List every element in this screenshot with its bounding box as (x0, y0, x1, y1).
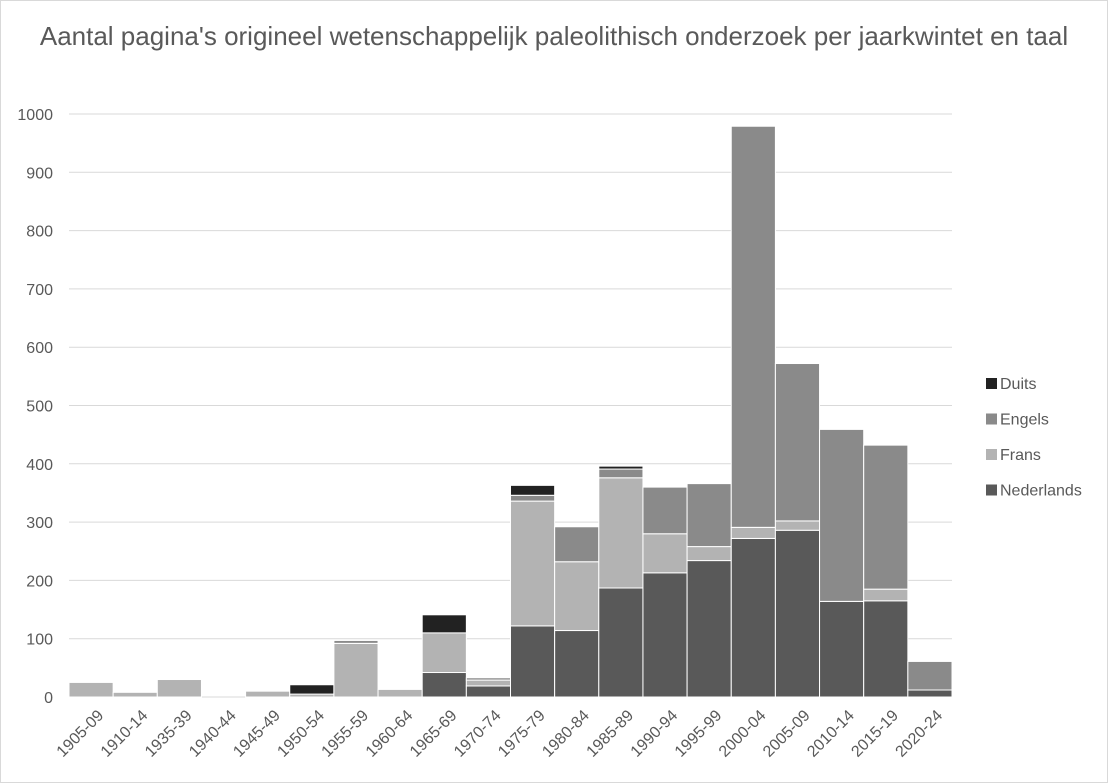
x-tick-label: 1955-59 (319, 707, 373, 761)
bar-frans-2015-19 (863, 588, 909, 602)
x-tick-label: 2000-04 (716, 707, 770, 761)
bar-frans-1970-74 (465, 679, 512, 687)
x-tick-label: 1995-99 (672, 707, 726, 761)
x-tick-label: 2015-19 (848, 707, 902, 761)
bar-frans-2000-04 (730, 526, 776, 539)
bar-engels-1995-99 (686, 483, 732, 548)
bar-nederlands-1995-99 (686, 560, 732, 698)
bar-frans-1965-69 (421, 632, 467, 674)
bar-frans-1985-89 (598, 477, 644, 589)
x-axis-ticks: 1905-091910-141935-391940-441945-491950-… (54, 707, 946, 761)
bar-nederlands-2000-04 (730, 537, 776, 698)
y-tick-label: 900 (26, 165, 53, 182)
bar-nederlands-1975-79 (510, 625, 556, 698)
bar-frans-1955-59 (333, 642, 379, 698)
bars (68, 125, 953, 698)
x-tick-label: 1905-09 (54, 707, 108, 761)
bar-engels-2000-04 (730, 125, 776, 528)
y-tick-label: 0 (44, 690, 53, 707)
legend-swatch-engels (986, 413, 997, 425)
x-tick-label: 1975-79 (495, 707, 549, 761)
bar-duits-1985-89 (598, 465, 644, 470)
legend-label-engels: Engels (1000, 412, 1049, 429)
bar-frans-2005-09 (774, 520, 821, 531)
x-tick-label: 2005-09 (760, 707, 814, 761)
bar-frans-1945-49 (245, 690, 291, 698)
bar-duits-1975-79 (510, 484, 556, 496)
y-tick-label: 800 (26, 224, 53, 241)
bar-frans-1905-09 (68, 681, 114, 698)
y-tick-label: 600 (26, 340, 53, 357)
legend-label-duits: Duits (1000, 376, 1036, 393)
y-tick-label: 300 (26, 515, 53, 532)
y-tick-label: 400 (26, 457, 53, 474)
bar-frans-1935-39 (156, 679, 202, 698)
bar-nederlands-2005-09 (774, 529, 821, 698)
bar-frans-1990-94 (642, 533, 688, 574)
legend-label-nederlands: Nederlands (1000, 483, 1082, 500)
bar-nederlands-1985-89 (598, 587, 644, 698)
bar-engels-2015-19 (863, 444, 909, 590)
bar-nederlands-2010-14 (819, 600, 865, 698)
x-tick-label: 1970-74 (451, 707, 505, 761)
legend-swatch-nederlands (986, 484, 997, 496)
x-tick-label: 1985-89 (584, 707, 638, 761)
x-tick-label: 1980-84 (539, 707, 593, 761)
bar-engels-2005-09 (774, 363, 821, 522)
y-tick-label: 700 (26, 282, 53, 299)
bar-engels-1990-94 (642, 486, 688, 535)
bar-engels-1975-79 (510, 494, 556, 502)
bar-nederlands-1980-84 (554, 630, 600, 698)
bar-nederlands-1990-94 (642, 572, 688, 698)
y-tick-label: 200 (26, 573, 53, 590)
bar-duits-1965-69 (421, 614, 467, 634)
x-tick-label: 1940-44 (186, 707, 240, 761)
x-tick-label: 1945-49 (230, 707, 284, 761)
x-tick-label: 1965-69 (407, 707, 461, 761)
bar-nederlands-2015-19 (863, 600, 909, 698)
y-tick-label: 1000 (17, 107, 53, 124)
y-axis-ticks: 0 100 200 300 400 500 600 700 800 900 1000 (17, 107, 53, 707)
bar-engels-1985-89 (598, 468, 644, 479)
bar-nederlands-1970-74 (465, 685, 512, 698)
y-tick-label: 100 (26, 632, 53, 649)
x-tick-label: 2010-14 (804, 707, 858, 761)
x-tick-label: 1910-14 (98, 707, 152, 761)
bar-engels-1955-59 (333, 639, 379, 644)
y-tick-label: 500 (26, 399, 53, 416)
x-tick-label: 2020-24 (893, 707, 947, 761)
x-tick-label: 1950-54 (274, 707, 328, 761)
bar-frans-1910-14 (112, 691, 158, 698)
legend: Duits Engels Frans Nederlands (986, 376, 1082, 500)
bar-frans-1980-84 (554, 561, 600, 632)
bar-engels-2010-14 (819, 428, 865, 602)
bar-frans-1995-99 (686, 546, 732, 562)
bar-engels-1970-74 (465, 677, 512, 681)
bar-frans-1960-64 (377, 688, 423, 698)
legend-swatch-frans (986, 449, 997, 460)
legend-label-frans: Frans (1000, 447, 1041, 464)
bar-nederlands-2020-24 (907, 689, 953, 698)
bar-duits-1950-54 (289, 684, 335, 695)
bar-engels-2020-24 (907, 660, 953, 691)
x-tick-label: 1935-39 (142, 707, 196, 761)
bar-engels-1980-84 (554, 526, 600, 563)
chart-title: Aantal pagina's origineel wetenschappeli… (39, 21, 1069, 51)
x-tick-label: 1990-94 (628, 707, 682, 761)
bar-frans-1975-79 (510, 500, 556, 627)
x-tick-label: 1960-64 (363, 707, 417, 761)
bar-nederlands-1965-69 (421, 672, 467, 698)
legend-swatch-duits (986, 378, 997, 389)
